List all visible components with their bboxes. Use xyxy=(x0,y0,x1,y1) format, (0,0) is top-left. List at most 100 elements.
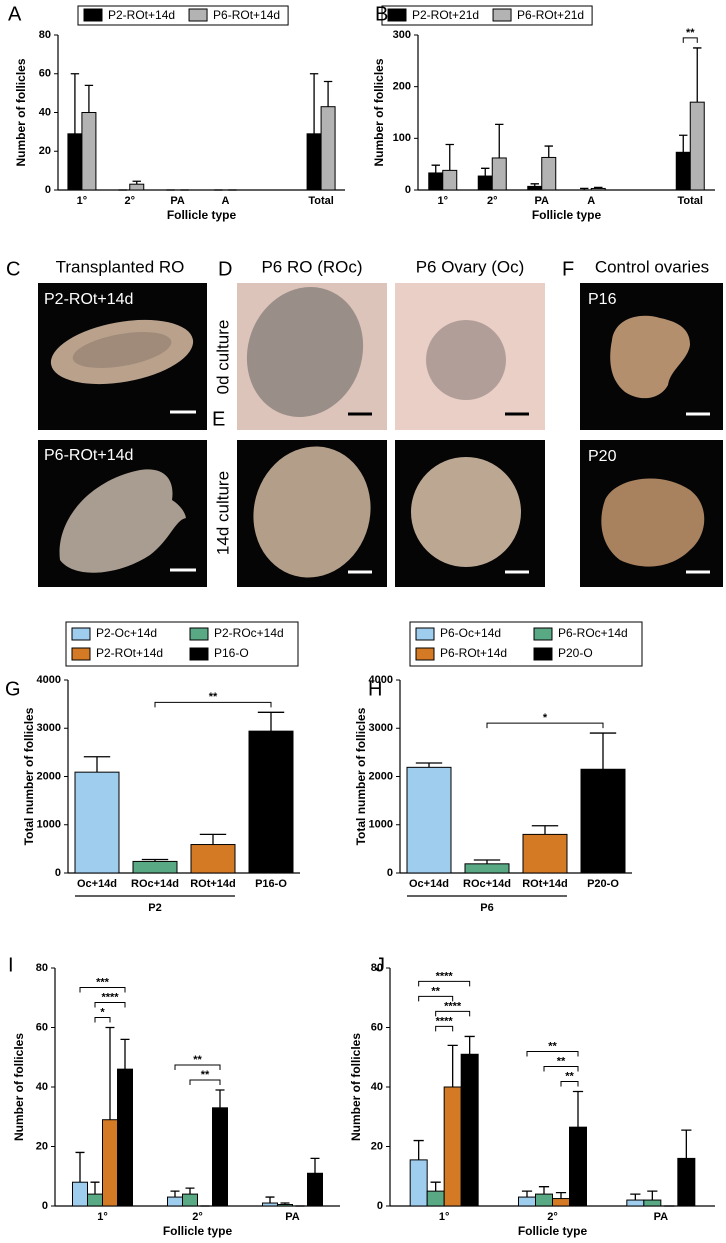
legend-label: P2-ROc+14d xyxy=(214,626,284,640)
x-tick-label: 1° xyxy=(439,1211,450,1223)
y-tick-label: 2000 xyxy=(37,770,61,782)
error-bar xyxy=(580,187,589,190)
tissue xyxy=(411,457,521,567)
x-tick-label: 1° xyxy=(97,1211,108,1223)
y-tick-label: 4000 xyxy=(369,674,393,686)
legend-box xyxy=(65,621,299,667)
error-bar xyxy=(83,756,111,773)
legend-swatch xyxy=(83,8,103,22)
bar xyxy=(535,1193,553,1207)
bar xyxy=(689,101,705,191)
y-tick-label: 300 xyxy=(393,29,411,41)
bar xyxy=(477,175,493,191)
bar xyxy=(677,1157,696,1207)
y-axis-title: Number of follicles xyxy=(372,58,386,166)
error-bar xyxy=(70,73,80,134)
legend-swatch xyxy=(533,627,553,641)
significance-label: ** xyxy=(557,1055,566,1067)
error-bar xyxy=(464,1035,475,1055)
error-bar xyxy=(120,1038,130,1070)
significance-bracket xyxy=(543,1065,579,1072)
bar xyxy=(569,1126,587,1207)
significance-bracket xyxy=(79,987,126,993)
error-bar xyxy=(555,1191,567,1199)
x-tick-label: P20-O xyxy=(587,878,619,890)
y-tick-label: 100 xyxy=(393,132,411,144)
error-bar xyxy=(323,80,333,107)
error-bar xyxy=(310,1157,320,1174)
y-tick-label: 80 xyxy=(371,962,383,974)
legend-label: P2-Oc+14d xyxy=(96,626,157,640)
significance-label: ** xyxy=(686,27,695,39)
bar xyxy=(132,860,178,874)
bar xyxy=(248,730,294,874)
tissue xyxy=(246,286,364,418)
y-tick-label: 80 xyxy=(39,29,51,41)
significance-label: ** xyxy=(209,691,218,703)
bar xyxy=(491,157,507,191)
tissue xyxy=(72,332,172,368)
y-tick-label: 0 xyxy=(42,1200,48,1212)
error-bar xyxy=(495,123,504,158)
bar xyxy=(190,844,236,874)
y-tick-label: 0 xyxy=(55,867,61,879)
bar xyxy=(182,1193,198,1207)
significance-bracket xyxy=(94,1002,126,1008)
y-tick-label: 0 xyxy=(377,1200,383,1212)
error-bar xyxy=(521,1190,533,1198)
panel-letter: A xyxy=(8,3,22,25)
bar xyxy=(212,1107,228,1207)
legend-label: P16-O xyxy=(214,646,249,660)
legend-swatch xyxy=(415,627,435,641)
x-tick-label: 1° xyxy=(437,195,448,207)
x-tick-label: Total xyxy=(678,195,703,207)
bar xyxy=(552,1198,570,1207)
significance-bracket xyxy=(526,1050,579,1057)
legend-label: P6-ROc+14d xyxy=(558,626,628,640)
error-bar xyxy=(430,1181,441,1192)
tissue xyxy=(610,315,690,399)
error-bar xyxy=(170,1190,180,1198)
error-bar xyxy=(141,858,169,862)
significance-bracket xyxy=(560,1080,579,1087)
significance-label: * xyxy=(543,712,548,724)
error-bar xyxy=(105,1026,115,1120)
error-bar xyxy=(693,47,702,103)
error-bar xyxy=(431,164,440,173)
bar xyxy=(87,1193,103,1207)
legend-swatch xyxy=(533,647,553,661)
y-tick-label: 40 xyxy=(371,1081,383,1093)
bar xyxy=(306,133,322,191)
significance-label: **** xyxy=(436,970,454,982)
bar xyxy=(464,863,510,874)
bar xyxy=(277,1204,293,1207)
bar xyxy=(527,185,543,191)
x-tick-label: ROt+14d xyxy=(190,878,236,890)
panel-title: Transplanted RO xyxy=(56,257,185,276)
error-bar xyxy=(447,1044,458,1087)
y-axis-title: Number of follicles xyxy=(349,1033,363,1141)
y-tick-label: 200 xyxy=(393,81,411,93)
row-title: 0d culture xyxy=(213,320,232,395)
legend-label: P6-ROt+21d xyxy=(517,8,584,22)
y-tick-label: 2000 xyxy=(369,770,393,782)
bar xyxy=(518,1196,536,1207)
panel-letter: J xyxy=(375,954,385,976)
significance-bracket xyxy=(435,1025,454,1032)
x-tick-label: Total xyxy=(308,195,333,207)
bar xyxy=(580,768,626,874)
bar xyxy=(129,183,145,191)
error-bar xyxy=(215,1089,225,1108)
significance-bracket xyxy=(435,1010,471,1017)
legend-swatch xyxy=(189,647,209,661)
y-tick-label: 60 xyxy=(371,1021,383,1033)
y-tick-label: 20 xyxy=(39,145,51,157)
significance-label: ** xyxy=(431,985,440,997)
error-bar xyxy=(84,84,94,113)
error-bar xyxy=(185,1187,195,1195)
bar xyxy=(541,156,557,191)
error-bar xyxy=(647,1190,658,1201)
y-tick-label: 0 xyxy=(405,184,411,196)
legend-label: P2-ROt+21d xyxy=(412,8,479,22)
legend-swatch xyxy=(188,8,208,22)
